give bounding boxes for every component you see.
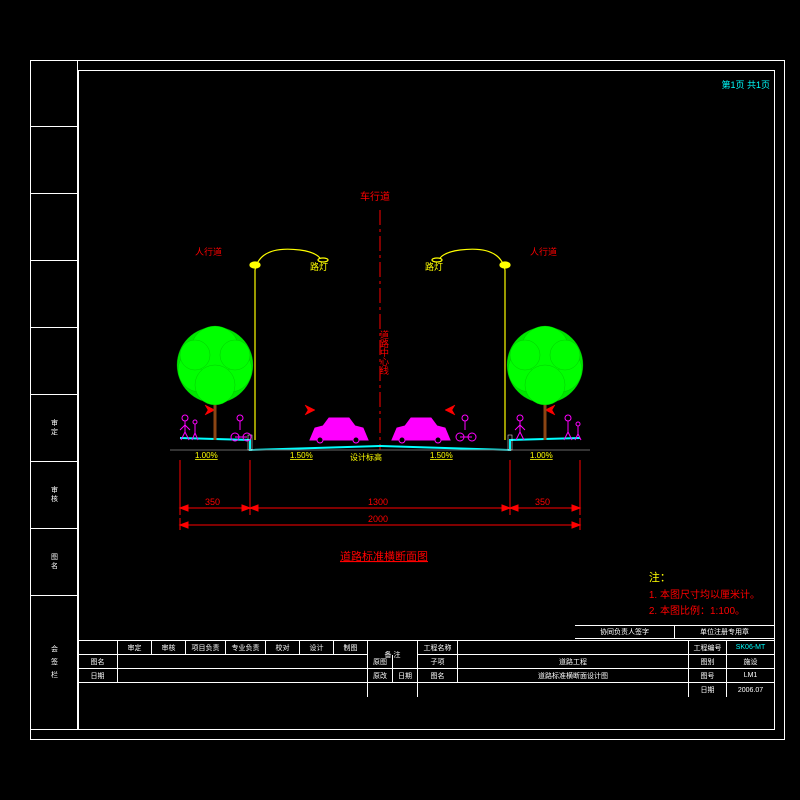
dim: 350	[535, 497, 550, 507]
label-lamp: 路灯	[425, 261, 443, 272]
label-lamp: 路灯	[310, 261, 328, 272]
dim: 2000	[368, 514, 388, 524]
slope: 1.50%	[430, 451, 453, 460]
side-panel: 审定 审核 图名 会 签 栏	[30, 60, 78, 730]
side-label: 会 签 栏	[49, 645, 59, 680]
note-2: 2. 本图比例：1:100。	[649, 604, 760, 620]
dim: 1300	[368, 497, 388, 507]
page-info: 第1页 共1页	[721, 78, 770, 91]
drawing-title: 道路标准横断面图	[340, 549, 428, 563]
notes: 注： 1. 本图尺寸均以厘米计。 2. 本图比例：1:100。	[649, 570, 760, 620]
notes-head: 注：	[649, 570, 760, 588]
note-1: 1. 本图尺寸均以厘米计。	[649, 588, 760, 604]
side-label: 审核	[49, 486, 59, 504]
dim: 350	[205, 497, 220, 507]
label-centerline: 道路中心线	[379, 329, 389, 375]
cad-drawing: 1.00% 1.50% 1.50% 1.00% 车行道 人行道 人行道 路灯 路…	[100, 100, 650, 550]
label-sidewalk: 人行道	[530, 246, 557, 257]
slope: 1.00%	[530, 451, 553, 460]
slope: 1.00%	[195, 451, 218, 460]
slope: 1.50%	[290, 451, 313, 460]
side-label: 审定	[49, 419, 59, 437]
label-sidewalk: 人行道	[195, 246, 222, 257]
title-block: 审定 审核 项目负责 专业负责 校对 设计 制图 备 注 工程名称 工程编号 S…	[78, 640, 775, 730]
label-roadway: 车行道	[360, 190, 390, 203]
side-label: 图名	[49, 553, 59, 571]
label-design-elev: 设计标高	[350, 452, 382, 462]
